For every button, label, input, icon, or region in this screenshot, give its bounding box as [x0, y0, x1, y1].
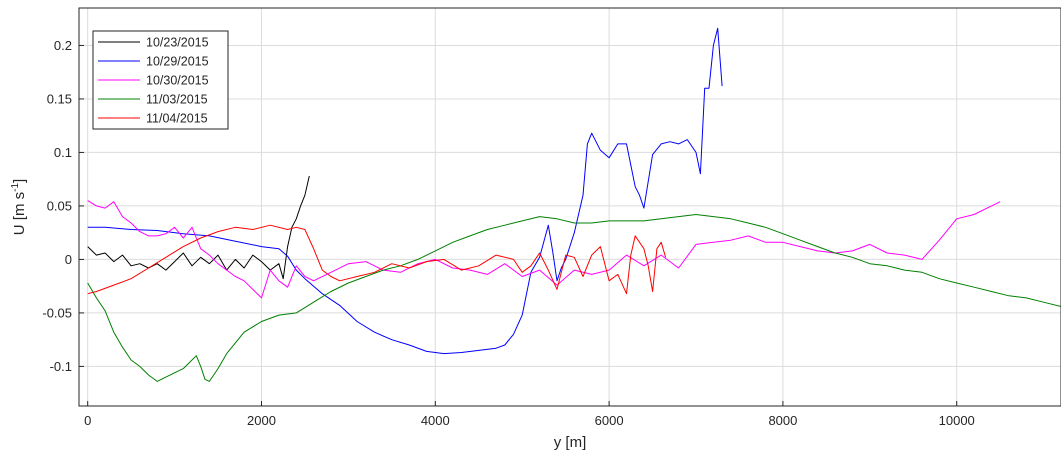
legend: 10/23/2015 10/29/2015 10/30/2015 11/03/2015…: [92, 30, 229, 130]
y-axis-title-exponent: -1: [10, 183, 21, 192]
y-tick-label: 0: [65, 252, 72, 267]
legend-label: 11/04/2015: [146, 112, 208, 126]
x-tick-labels: 0 2000 4000 6000 8000 10000: [84, 413, 975, 428]
x-tick-label: 4000: [421, 413, 450, 428]
plot-area: [79, 8, 1061, 406]
y-tick-label: -0.05: [42, 305, 72, 320]
series-line-10-30-2015: [87, 200, 1001, 299]
x-tick-label: 0: [84, 413, 91, 428]
y-tick-label: 0.15: [47, 91, 72, 106]
series-line-11-03-2015: [87, 214, 1061, 382]
y-axis-title-suffix: ]: [11, 179, 28, 183]
axis-ticks: [79, 44, 958, 406]
y-tick-label: 0.2: [54, 38, 72, 53]
legend-label: 11/03/2015: [146, 93, 208, 107]
x-tick-label: 2000: [247, 413, 276, 428]
y-tick-labels: -0.1 -0.05 0 0.05 0.1 0.15 0.2: [42, 38, 72, 374]
x-tick-label: 8000: [768, 413, 797, 428]
y-axis-title: U [m s-1]: [10, 179, 28, 235]
grid: [79, 8, 1061, 406]
x-axis-title: y [m]: [554, 434, 587, 451]
x-tick-label: 10000: [939, 413, 975, 428]
series-line-11-04-2015: [87, 224, 667, 295]
x-tick-label: 6000: [595, 413, 624, 428]
legend-box: [92, 30, 229, 130]
legend-label: 10/23/2015: [146, 36, 209, 50]
legend-label: 10/30/2015: [146, 74, 209, 88]
plot-frame: [78, 7, 1061, 407]
y-tick-label: 0.1: [54, 145, 72, 160]
y-tick-label: -0.1: [50, 359, 72, 374]
legend-label: 10/29/2015: [146, 55, 209, 69]
y-tick-label: 0.05: [47, 198, 72, 213]
series-line-10-29-2015: [87, 27, 723, 355]
y-axis-title-main: U [m s: [11, 192, 28, 235]
series-group: [87, 27, 1061, 382]
